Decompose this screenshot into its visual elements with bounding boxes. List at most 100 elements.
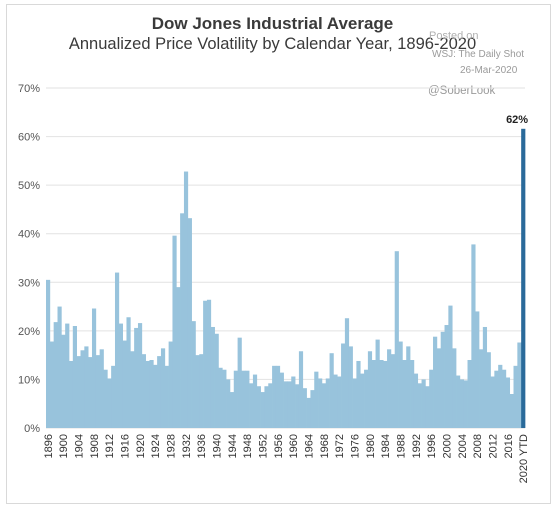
bar bbox=[475, 311, 480, 428]
bar bbox=[356, 360, 361, 428]
x-tick-label: 2020 YTD bbox=[518, 434, 530, 483]
x-tick-label: 1904 bbox=[74, 434, 86, 458]
bar bbox=[310, 390, 315, 428]
bar bbox=[164, 365, 169, 428]
bar bbox=[502, 369, 507, 428]
bar bbox=[180, 213, 185, 428]
bar bbox=[314, 371, 319, 428]
bar bbox=[505, 377, 511, 428]
bar bbox=[107, 378, 112, 428]
y-tick-label: 60% bbox=[18, 132, 40, 144]
x-tick-label: 1976 bbox=[349, 434, 361, 458]
bar bbox=[444, 325, 449, 428]
bar bbox=[337, 376, 342, 428]
x-tick-label: 2000 bbox=[441, 434, 453, 458]
bar bbox=[498, 364, 503, 428]
bar bbox=[291, 376, 296, 428]
bar bbox=[72, 326, 77, 428]
bar bbox=[371, 360, 376, 428]
x-tick-label: 1988 bbox=[395, 434, 407, 458]
bar bbox=[172, 235, 177, 428]
bar bbox=[425, 386, 430, 428]
bar bbox=[402, 360, 407, 428]
bar bbox=[195, 355, 200, 428]
value-label-2020: 62% bbox=[506, 114, 528, 126]
bar bbox=[130, 351, 135, 428]
bar bbox=[118, 323, 123, 428]
x-tick-label: 2016 bbox=[503, 434, 515, 458]
bar bbox=[517, 342, 522, 428]
bar bbox=[272, 365, 277, 428]
x-tick-label: 1960 bbox=[288, 434, 300, 458]
bar bbox=[318, 378, 323, 428]
bar bbox=[433, 336, 438, 428]
bar bbox=[210, 326, 215, 428]
y-tick-label: 70% bbox=[18, 83, 40, 95]
bar bbox=[287, 381, 292, 428]
bar bbox=[398, 341, 403, 428]
bar bbox=[360, 373, 365, 428]
y-tick-label: 0% bbox=[24, 423, 40, 435]
bar bbox=[65, 323, 70, 428]
bar-2020-ytd bbox=[521, 128, 526, 429]
bar bbox=[275, 365, 281, 428]
bar bbox=[168, 341, 173, 428]
bar bbox=[406, 346, 411, 428]
bar bbox=[111, 365, 116, 428]
bar bbox=[494, 370, 499, 428]
bar bbox=[513, 365, 518, 428]
bar bbox=[245, 370, 250, 428]
bar bbox=[344, 318, 350, 428]
bar bbox=[260, 392, 265, 428]
bar bbox=[122, 340, 127, 428]
bar bbox=[486, 352, 491, 428]
bar bbox=[394, 251, 399, 428]
bar bbox=[226, 379, 231, 428]
bar bbox=[367, 351, 373, 428]
x-tick-label: 1996 bbox=[426, 434, 438, 458]
x-tick-label: 1968 bbox=[319, 434, 331, 458]
bar bbox=[436, 348, 442, 428]
bar bbox=[183, 171, 189, 429]
x-tick-label: 1972 bbox=[334, 434, 346, 458]
bar bbox=[268, 383, 273, 428]
x-tick-label: 1908 bbox=[89, 434, 101, 458]
y-tick-label: 30% bbox=[18, 277, 40, 289]
bar bbox=[410, 360, 415, 428]
bar bbox=[80, 350, 85, 428]
bar bbox=[341, 343, 346, 428]
bar bbox=[387, 349, 392, 428]
x-tick-label: 1952 bbox=[258, 434, 270, 458]
x-tick-label: 1964 bbox=[303, 434, 315, 458]
bar bbox=[463, 380, 468, 428]
y-tick-label: 50% bbox=[18, 180, 40, 192]
bar bbox=[264, 386, 269, 428]
bar bbox=[375, 339, 380, 428]
bar bbox=[191, 321, 196, 428]
bar bbox=[214, 333, 219, 428]
bar bbox=[99, 349, 104, 428]
x-tick-label: 1932 bbox=[181, 434, 193, 458]
bar bbox=[95, 355, 100, 428]
bar bbox=[479, 349, 484, 428]
bar bbox=[390, 354, 396, 428]
x-tick-label: 1928 bbox=[166, 434, 178, 458]
x-tick-label: 1940 bbox=[212, 434, 224, 458]
bar bbox=[153, 364, 158, 428]
bar bbox=[157, 356, 162, 428]
bar bbox=[137, 323, 143, 428]
x-tick-label: 1900 bbox=[58, 434, 70, 458]
bar bbox=[233, 370, 238, 428]
x-tick-label: 1948 bbox=[242, 434, 254, 458]
bar bbox=[440, 331, 445, 428]
bar bbox=[467, 360, 472, 428]
x-tick-label: 1980 bbox=[365, 434, 377, 458]
chart-subtitle: Annualized Price Volatility by Calendar … bbox=[68, 35, 477, 53]
bar bbox=[252, 374, 258, 428]
bar bbox=[256, 386, 261, 428]
bar bbox=[482, 326, 488, 428]
bar bbox=[241, 370, 246, 428]
bar bbox=[333, 374, 338, 428]
bar bbox=[57, 306, 62, 428]
